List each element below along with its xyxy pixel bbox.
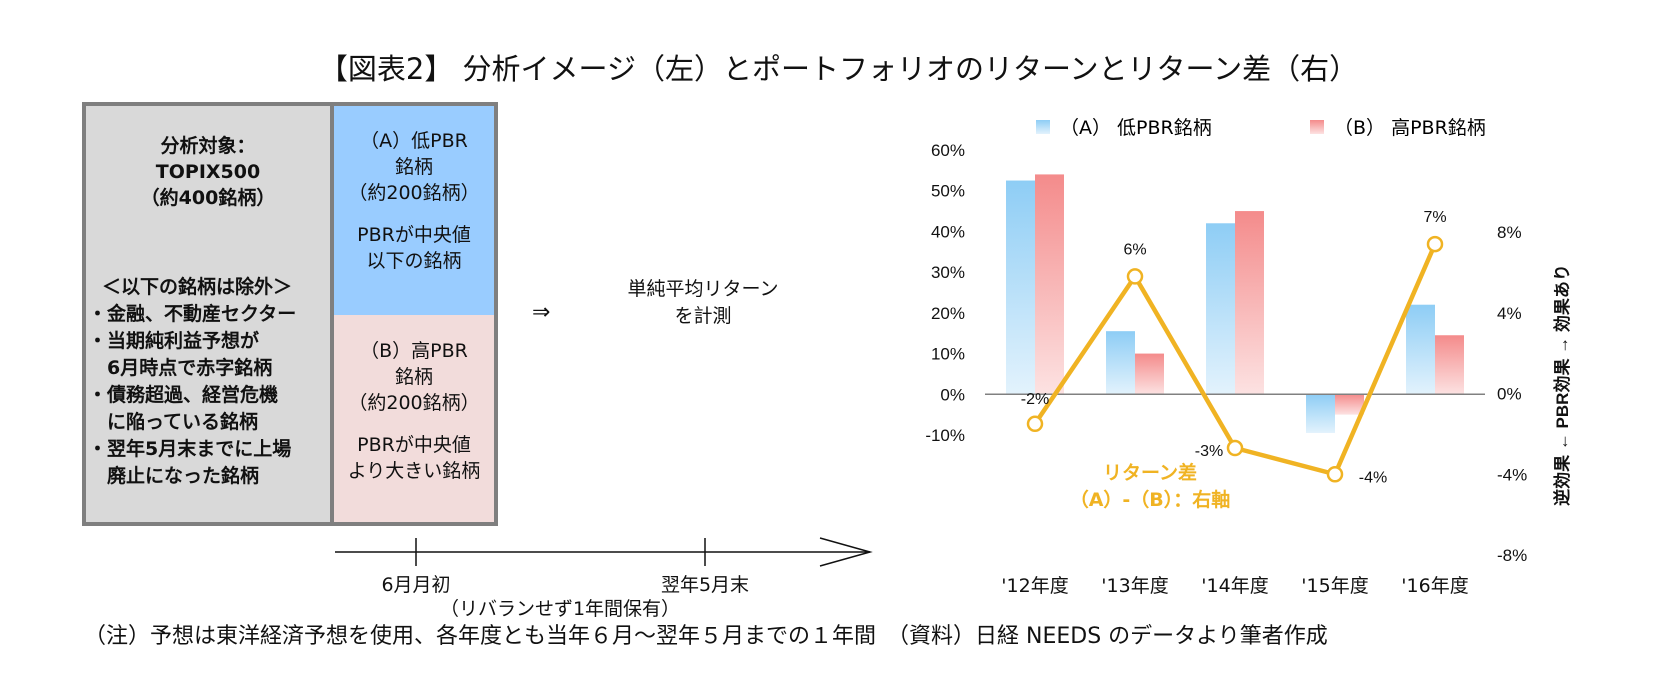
bar	[1206, 223, 1235, 395]
legend-label: （A） 低PBR銘柄	[1060, 117, 1212, 139]
y-left-tick-label: 60%	[931, 141, 965, 160]
y-right-tick-label: 8%	[1497, 223, 1522, 242]
bar	[1135, 353, 1164, 395]
exclusion-heading: ＜以下の銘柄は除外＞	[102, 276, 293, 298]
timeline-end-label: 翌年5月末	[660, 574, 750, 596]
group-b-box	[334, 315, 494, 522]
right-arrow-icon: ⇒	[532, 300, 551, 325]
bar	[1435, 335, 1464, 395]
exclusion-list: ＜以下の銘柄は除外＞ ・金融、不動産セクター ・当期純利益予想が 6月時点で赤字…	[88, 274, 330, 490]
group-a-line: 銘柄	[394, 156, 433, 178]
return-diff-data-label: -4%	[1359, 469, 1387, 486]
legend-label: （B） 高PBR銘柄	[1334, 117, 1486, 139]
return-diff-label: リターン差 （A）-（B）：右軸	[1060, 460, 1240, 514]
group-b-line: （約200銘柄）	[348, 392, 480, 414]
y-right-tick-label: 0%	[1497, 385, 1522, 404]
bar	[1006, 180, 1035, 395]
measure-line: 単純平均リターン	[627, 278, 779, 300]
group-b-desc: より大きい銘柄	[347, 460, 481, 482]
return-diff-label-line: （A）-（B）：右軸	[1069, 489, 1231, 511]
x-category-label: '15年度	[1301, 575, 1368, 597]
group-a-text: （A）低PBR 銘柄 （約200銘柄） PBRが中央値 以下の銘柄	[334, 128, 494, 274]
bar	[1406, 304, 1435, 395]
y-left-tick-label: -10%	[925, 426, 965, 445]
group-a-box	[334, 106, 494, 315]
return-diff-point	[1426, 235, 1444, 253]
timeline-note: （リバランせず1年間保有）	[439, 598, 681, 620]
x-category-label: '12年度	[1001, 575, 1068, 597]
legend-swatch	[1310, 120, 1324, 134]
y-right-tick-label: -4%	[1497, 465, 1527, 484]
x-category-label: '13年度	[1101, 575, 1168, 597]
measure-line: を計測	[674, 305, 732, 327]
x-category-label: '14年度	[1201, 575, 1268, 597]
timeline-start-label: 6月月初	[381, 574, 451, 596]
y-right-tick-label: 4%	[1497, 304, 1522, 323]
exclusion-item: に陥っている銘柄	[88, 411, 259, 433]
bar	[1035, 174, 1064, 395]
analysis-target-text: 分析対象： TOPIX500 （約400銘柄）	[90, 133, 326, 211]
return-diff-data-label: 6%	[1123, 241, 1146, 258]
measure-text: 単純平均リターン を計測	[618, 276, 788, 330]
y-left-tick-label: 30%	[931, 263, 965, 282]
y-left-tick-label: 20%	[931, 304, 965, 323]
return-diff-data-label: -3%	[1195, 443, 1223, 460]
exclusion-item: ・債務超過、経営危機	[88, 384, 279, 406]
exclusion-item: 6月時点で赤字銘柄	[88, 357, 273, 379]
y-left-tick-label: 10%	[931, 345, 965, 364]
group-b-line: （B）高PBR	[360, 340, 468, 362]
exclusion-item: ・金融、不動産セクター	[88, 303, 297, 325]
y-left-tick-label: 0%	[940, 385, 965, 404]
return-diff-point	[1226, 439, 1244, 457]
bar	[1306, 394, 1335, 433]
group-a-line: （約200銘柄）	[348, 182, 480, 204]
return-diff-label-line: リターン差	[1102, 462, 1198, 484]
exclusion-item: ・翌年5月末までに上場	[88, 438, 292, 460]
exclusion-item: 廃止になった銘柄	[88, 465, 260, 487]
x-category-label: '16年度	[1401, 575, 1468, 597]
box-divider	[330, 102, 334, 526]
bar	[1335, 394, 1364, 415]
return-diff-data-label: 7%	[1423, 209, 1446, 226]
legend-swatch	[1036, 120, 1050, 134]
group-a-line: （A）低PBR	[360, 130, 468, 152]
bar	[1235, 211, 1264, 395]
group-a-desc: PBRが中央値	[357, 224, 471, 246]
return-diff-point	[1326, 466, 1344, 483]
y-right-tick-label: -8%	[1497, 546, 1527, 565]
y-right-axis-label: 逆効果 ← PBR効果 → 効果あり	[1552, 264, 1572, 506]
timeline-arrowhead-icon	[819, 537, 873, 567]
return-diff-line: -2% 6% -3% -4% 7%	[1021, 209, 1447, 486]
group-b-line: 銘柄	[394, 366, 433, 388]
bar	[1106, 331, 1135, 395]
chart-axes: 60% 50% 40% 30% 20% 10% 0% -10% 8% 4% 0% -4% -8% 逆効果 …	[925, 141, 1572, 597]
chart-legend: （A） 低PBR銘柄 （B） 高PBR銘柄	[1036, 117, 1486, 139]
y-left-tick-label: 50%	[931, 182, 965, 201]
y-left-tick-label: 40%	[931, 222, 965, 241]
target-line: （約400銘柄）	[140, 187, 276, 209]
group-b-text: （B）高PBR 銘柄 （約200銘柄） PBRが中央値 より大きい銘柄	[334, 338, 494, 484]
exclusion-item: ・当期純利益予想が	[88, 330, 260, 352]
group-a-desc: 以下の銘柄	[366, 250, 462, 272]
figure-title: 【図表2】 分析イメージ（左）とポートフォリオのリターンとリターン差（右）	[318, 52, 1359, 86]
return-diff-point	[1126, 268, 1144, 285]
return-diff-data-label: -2%	[1021, 391, 1049, 408]
group-b-desc: PBRが中央値	[357, 434, 471, 456]
return-diff-point	[1026, 415, 1044, 433]
bar-series	[1006, 174, 1464, 433]
target-line: 分析対象：	[160, 135, 256, 157]
footnote: （注）予想は東洋経済予想を使用、各年度とも当年６月～翌年５月までの１年間 （資料…	[84, 624, 1328, 649]
target-line: TOPIX500	[155, 161, 261, 183]
